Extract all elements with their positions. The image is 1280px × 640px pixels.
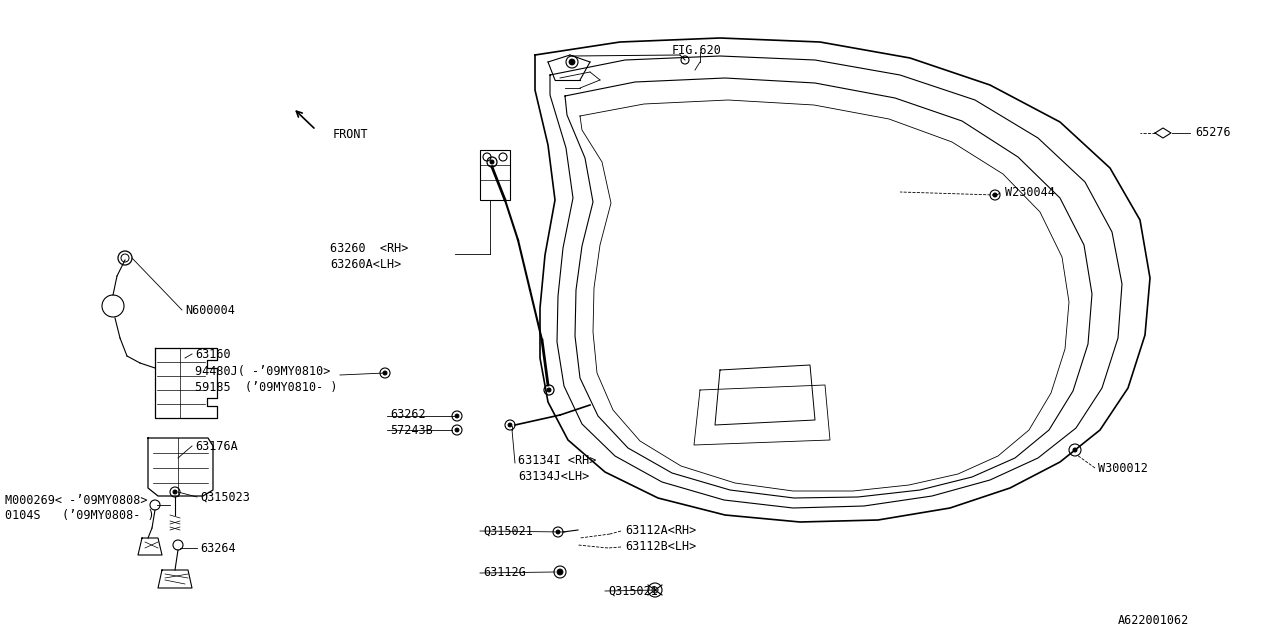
- Text: Q315021: Q315021: [608, 584, 658, 598]
- Circle shape: [1073, 448, 1076, 452]
- Text: FRONT: FRONT: [333, 127, 369, 141]
- Circle shape: [508, 423, 512, 427]
- Circle shape: [383, 371, 387, 375]
- Text: 63112B<LH>: 63112B<LH>: [625, 541, 696, 554]
- Circle shape: [454, 414, 460, 418]
- Text: W230044: W230044: [1005, 186, 1055, 200]
- Text: 59185  (’09MY0810- ): 59185 (’09MY0810- ): [195, 381, 338, 394]
- Circle shape: [993, 193, 997, 197]
- Circle shape: [570, 59, 575, 65]
- Text: W300012: W300012: [1098, 461, 1148, 474]
- Text: 0104S   (’09MY0808- ): 0104S (’09MY0808- ): [5, 509, 155, 522]
- Text: FIG.620: FIG.620: [672, 44, 722, 56]
- Circle shape: [557, 569, 563, 575]
- Text: 63262: 63262: [390, 408, 426, 420]
- Text: 63160: 63160: [195, 348, 230, 360]
- Text: 57243B: 57243B: [390, 424, 433, 436]
- Text: 65276: 65276: [1196, 127, 1230, 140]
- Text: 63260  <RH>: 63260 <RH>: [330, 241, 408, 255]
- Text: 94480J( -’09MY0810>: 94480J( -’09MY0810>: [195, 365, 330, 378]
- Text: 63176A: 63176A: [195, 440, 238, 452]
- Text: 63134J<LH>: 63134J<LH>: [518, 470, 589, 483]
- Text: 63260A<LH>: 63260A<LH>: [330, 257, 401, 271]
- Bar: [480, 150, 509, 200]
- Text: Q315021: Q315021: [483, 525, 532, 538]
- Text: 63264: 63264: [200, 541, 236, 554]
- Text: M000269< -’09MY0808>: M000269< -’09MY0808>: [5, 493, 147, 506]
- Text: 63112A<RH>: 63112A<RH>: [625, 525, 696, 538]
- Circle shape: [490, 160, 494, 164]
- Text: Q315023: Q315023: [200, 490, 250, 504]
- Text: A622001062: A622001062: [1117, 614, 1189, 627]
- Text: 63112G: 63112G: [483, 566, 526, 579]
- Text: 63134I <RH>: 63134I <RH>: [518, 454, 596, 467]
- Circle shape: [173, 490, 177, 494]
- Circle shape: [547, 388, 550, 392]
- Circle shape: [556, 530, 561, 534]
- Circle shape: [454, 428, 460, 432]
- Text: N600004: N600004: [186, 303, 234, 317]
